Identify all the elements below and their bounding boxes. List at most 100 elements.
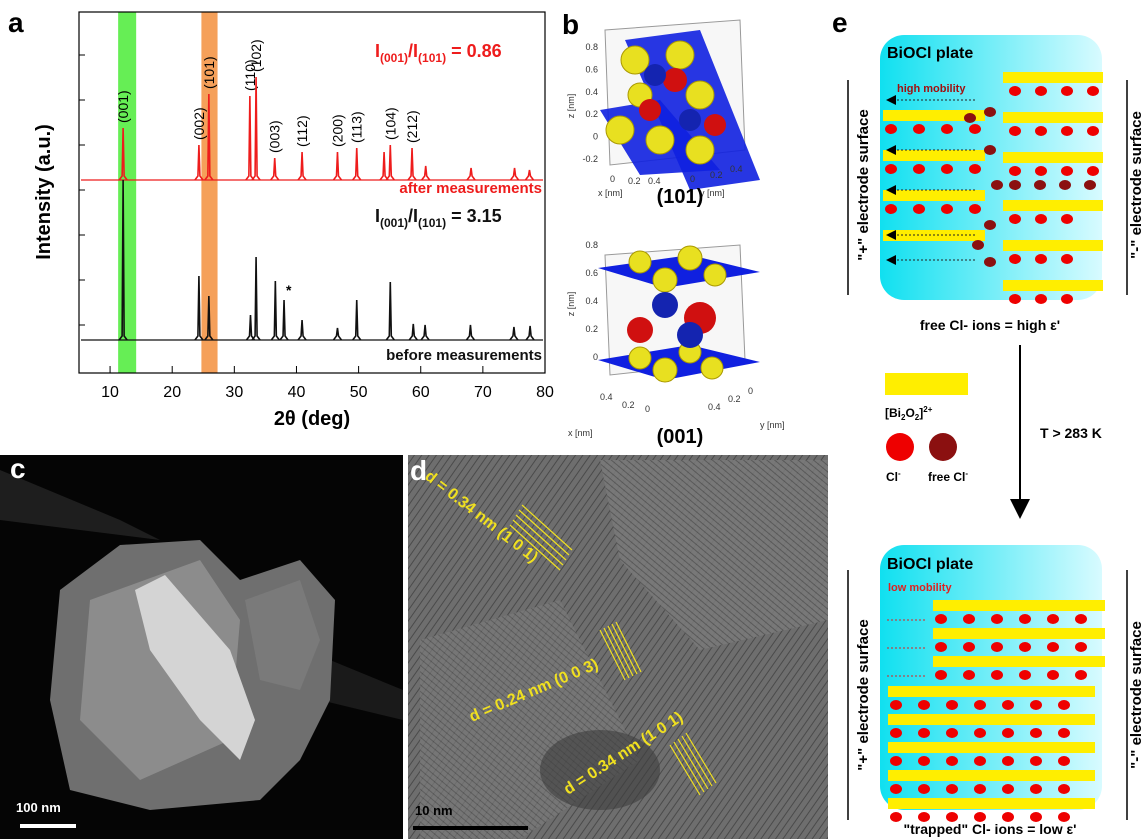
structure-panel: 0.80.60.40.20-0.2z [nm]00.20.400.20.4x [… (566, 20, 785, 448)
diffraction-peak (271, 158, 279, 180)
cl-ion (1019, 642, 1031, 652)
z-axis-label: z [nm] (566, 94, 576, 119)
legend-label: [Bi2O2]2+ (885, 405, 933, 422)
cl-ion (1061, 214, 1073, 224)
cl-ion (1009, 126, 1021, 136)
cl-ion (890, 700, 902, 710)
figure: a b e Intensity (a.u.) 2θ (deg) 10203040… (0, 0, 1146, 839)
diffraction-peak (271, 281, 279, 340)
x-tick-label: 20 (163, 384, 181, 401)
y-tick-label: 0 (690, 174, 695, 184)
cl-ion (974, 812, 986, 822)
cl-ion (969, 204, 981, 214)
cl-ion (991, 614, 1003, 624)
free-cl-ion (1059, 180, 1071, 190)
cl-ion (974, 700, 986, 710)
cl-ion (963, 642, 975, 652)
cl-ion (935, 614, 947, 624)
y-tick-label: 0 (748, 386, 753, 396)
cl-ion (1075, 614, 1087, 624)
cl-ion (1058, 728, 1070, 738)
scale-bar-label: 10 nm (415, 803, 453, 818)
cl-ion (1019, 614, 1031, 624)
peak-label: (101) (201, 56, 217, 89)
z-tick-label: 0.4 (585, 296, 598, 306)
scale-bar-label: 100 nm (16, 800, 61, 815)
bi2o2-layer (1003, 240, 1103, 251)
diffraction-peak (280, 300, 288, 340)
cl-ion (974, 784, 986, 794)
cl-ion (918, 784, 930, 794)
note: low mobility (888, 582, 952, 594)
panel-letter: e (832, 7, 848, 38)
y-tick-label: 0.2 (710, 170, 723, 180)
cl-ion (1035, 294, 1047, 304)
cl-ion (890, 728, 902, 738)
y-tick-label: 0.4 (730, 164, 743, 174)
cl-ion (1061, 126, 1073, 136)
cl-ion (1035, 214, 1047, 224)
free-cl-ion (964, 113, 976, 123)
x-tick-label: 60 (412, 384, 430, 401)
peak-label: (002) (191, 107, 207, 140)
cl-ion (941, 124, 953, 134)
legend-label: Cl- (886, 469, 901, 484)
panel-letter: a (8, 7, 24, 38)
diffraction-peak (246, 96, 254, 180)
plate-title: BiOCl plate (887, 556, 973, 573)
cl-ion (1009, 214, 1021, 224)
cl-ion (1009, 294, 1021, 304)
legend-label: free Cl- (928, 469, 968, 484)
highlight-band (118, 12, 136, 373)
z-tick-label: 0 (593, 352, 598, 362)
panel-letter: d (410, 455, 427, 486)
cl-ion (974, 756, 986, 766)
cl-ion (941, 164, 953, 174)
cl-ion (1035, 126, 1047, 136)
y-tick-label: 0.2 (728, 394, 741, 404)
diffraction-peak (408, 148, 416, 180)
cl-ion (885, 204, 897, 214)
peak-label: (212) (404, 110, 420, 143)
plate-title: BiOCl plate (887, 45, 973, 62)
cl-ion (1047, 614, 1059, 624)
bi2o2-layer (888, 686, 1095, 697)
diffraction-peak (353, 148, 361, 180)
diffraction-peak (333, 328, 341, 340)
cl-ion (1002, 812, 1014, 822)
series-name: after measurements (399, 180, 542, 197)
x-tick-label: 80 (536, 384, 554, 401)
x-tick-label: 0.2 (622, 400, 635, 410)
stem-image: 100 nm c (0, 453, 403, 839)
condition: T > 283 K (1040, 425, 1102, 441)
cl-ion (991, 670, 1003, 680)
z-tick-label: 0.2 (585, 109, 598, 119)
cl-ion (890, 784, 902, 794)
cl-ion (1002, 784, 1014, 794)
cl-ion (1030, 812, 1042, 822)
legend-ion (886, 433, 914, 461)
cl-ion (913, 124, 925, 134)
free-cl-ion (1034, 180, 1046, 190)
cl-ion (1030, 728, 1042, 738)
cl-ion (1087, 166, 1099, 176)
cl-ion (890, 812, 902, 822)
peak-label: (200) (329, 114, 345, 147)
cl-ion (1061, 254, 1073, 264)
peak-label: (113) (349, 111, 365, 143)
electrode-label: "-" electrode surface (1128, 621, 1145, 769)
cl-ion (918, 700, 930, 710)
bi2o2-layer (933, 600, 1105, 611)
cl-ion (1061, 86, 1073, 96)
cl-ion (974, 728, 986, 738)
peak-label: (001) (115, 90, 131, 123)
cl-ion (1061, 294, 1073, 304)
cl-ion (1030, 700, 1042, 710)
cl-ion (918, 812, 930, 822)
cl-ion (1035, 86, 1047, 96)
diffraction-peak (298, 152, 306, 180)
cl-ion (946, 784, 958, 794)
x-tick-label: 0.4 (648, 176, 661, 186)
legend-free-ion (929, 433, 957, 461)
